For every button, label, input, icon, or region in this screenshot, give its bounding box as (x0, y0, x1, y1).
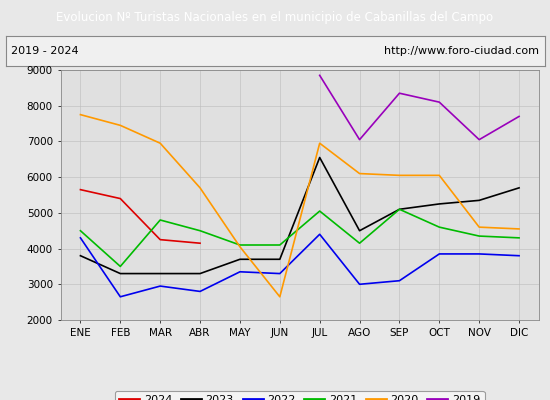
Text: http://www.foro-ciudad.com: http://www.foro-ciudad.com (384, 46, 539, 56)
Text: Evolucion Nº Turistas Nacionales en el municipio de Cabanillas del Campo: Evolucion Nº Turistas Nacionales en el m… (57, 12, 493, 24)
Legend: 2024, 2023, 2022, 2021, 2020, 2019: 2024, 2023, 2022, 2021, 2020, 2019 (115, 390, 485, 400)
Text: 2019 - 2024: 2019 - 2024 (11, 46, 79, 56)
